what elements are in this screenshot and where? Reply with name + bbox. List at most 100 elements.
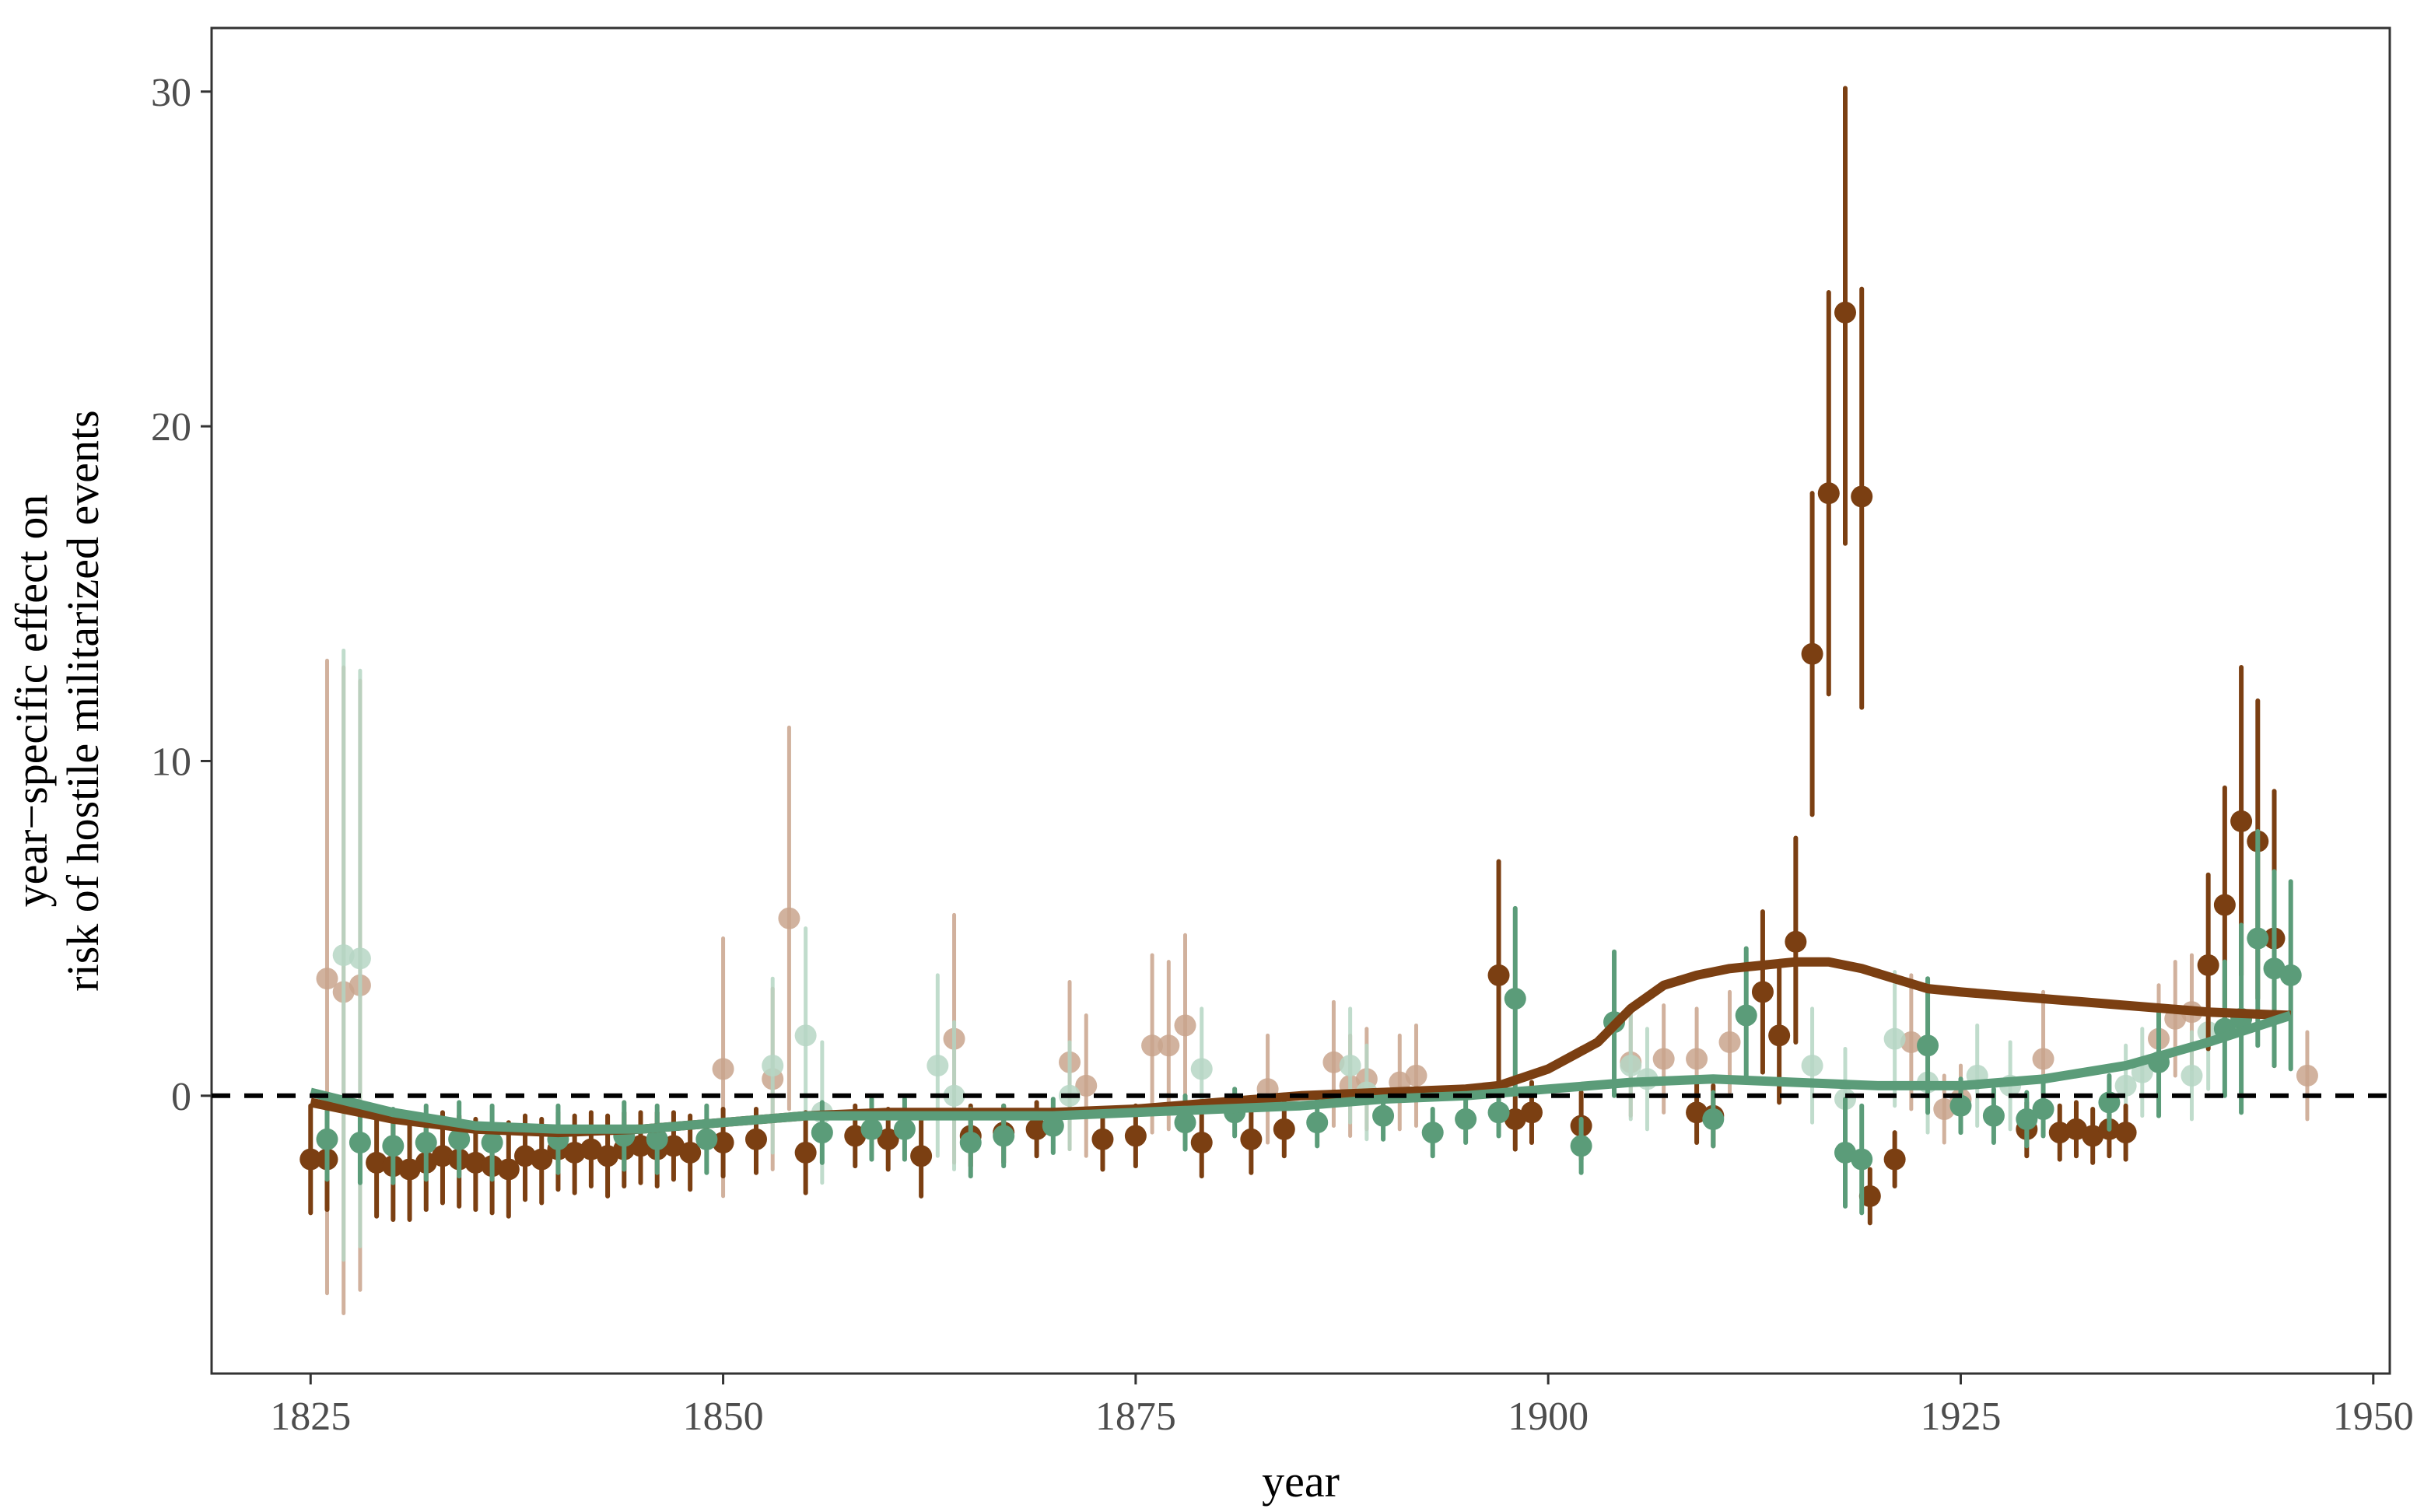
data-point (1751, 981, 1774, 1003)
x-tick-label: 1875 (1095, 1395, 1176, 1439)
data-point (1834, 301, 1856, 324)
data-point (481, 1132, 503, 1154)
data-point (1520, 1101, 1543, 1124)
y-tick-label: 20 (151, 405, 191, 450)
data-point (2197, 954, 2219, 976)
data-point (580, 1138, 602, 1160)
data-point (893, 1118, 916, 1140)
data-point (2230, 810, 2253, 832)
data-point (597, 1145, 619, 1167)
data-point (629, 1135, 652, 1157)
data-point (1817, 482, 1840, 505)
data-point (1240, 1128, 1263, 1150)
smooth-lines-layer (309, 957, 2293, 1138)
x-tick-label: 1900 (1508, 1395, 1589, 1439)
data-point (1652, 1048, 1675, 1070)
data-point (1174, 1111, 1196, 1134)
data-point (1834, 1141, 1856, 1164)
data-point (1686, 1048, 1708, 1070)
data-point (448, 1128, 471, 1150)
data-point (2032, 1048, 2054, 1070)
data-point (2263, 957, 2286, 980)
data-point (1273, 1118, 1295, 1140)
data-point (1851, 1148, 1873, 1171)
data-point (1570, 1135, 1592, 1157)
data-point (431, 1145, 454, 1167)
data-point (316, 968, 338, 990)
data-point (1718, 1031, 1741, 1053)
data-point (1306, 1111, 1329, 1134)
data-point (1174, 1014, 1196, 1037)
data-point (1339, 1055, 1361, 1077)
y-tick-label: 30 (151, 71, 191, 115)
plot-panel (210, 26, 2391, 1375)
data-point (1322, 1051, 1345, 1073)
data-point (531, 1148, 553, 1171)
data-point (1487, 964, 1510, 986)
data-point (943, 1084, 965, 1107)
data-point (794, 1141, 817, 1164)
data-point (1702, 1108, 1725, 1130)
data-point (1620, 1055, 1642, 1077)
x-tick-label: 1850 (683, 1395, 764, 1439)
y-axis-title-line-1: year−specific effect on (6, 495, 57, 908)
data-point (1735, 1004, 1757, 1027)
data-point (679, 1141, 702, 1164)
data-point (1372, 1104, 1395, 1127)
data-point (1504, 1108, 1526, 1130)
data-point (959, 1132, 982, 1154)
data-point (382, 1135, 405, 1157)
data-point (2114, 1074, 2137, 1097)
y-axis-title-line-2: risk of hostile militarized events (58, 410, 108, 991)
data-point (1075, 1074, 1098, 1097)
data-point (349, 947, 371, 970)
data-point (1405, 1064, 1427, 1087)
data-point (1768, 1024, 1791, 1047)
data-point (811, 1122, 833, 1144)
data-point (1504, 988, 1526, 1010)
data-point (2213, 894, 2236, 916)
data-point (398, 1158, 421, 1181)
data-point (1900, 1031, 1922, 1053)
data-point (1190, 1058, 1213, 1080)
data-point (1801, 642, 1823, 665)
data-point (1487, 1101, 1510, 1124)
data-point (2279, 964, 2302, 986)
data-point (1455, 1108, 1477, 1130)
data-point (910, 1145, 933, 1167)
data-point (860, 1118, 883, 1140)
data-point (712, 1058, 734, 1080)
data-point (349, 1132, 371, 1154)
data-point (1883, 1148, 1906, 1171)
data-point (762, 1055, 784, 1077)
y-tick-label: 10 (151, 740, 191, 784)
data-point (2181, 1064, 2203, 1087)
data-point (2082, 1125, 2104, 1147)
data-point (366, 1151, 388, 1174)
data-point (844, 1125, 867, 1147)
data-point (332, 944, 355, 967)
data-point (1190, 1132, 1213, 1154)
data-point (1949, 1094, 1972, 1117)
data-point (1158, 1034, 1180, 1057)
data-point (877, 1128, 899, 1150)
data-point (1091, 1128, 1114, 1150)
data-point (1124, 1125, 1147, 1147)
data-point (2048, 1122, 2071, 1144)
data-point (1801, 1055, 1823, 1077)
data-point (1883, 1027, 1906, 1050)
data-point (464, 1151, 487, 1174)
x-tick-label: 1950 (2333, 1395, 2414, 1439)
data-point (1421, 1122, 1444, 1144)
data-point (514, 1145, 537, 1167)
data-point (1025, 1118, 1048, 1140)
data-point (1982, 1104, 2005, 1127)
data-point (794, 1024, 817, 1047)
data-point (778, 907, 800, 929)
data-point (415, 1132, 437, 1154)
data-point (695, 1128, 718, 1150)
data-point (662, 1135, 685, 1157)
data-point (1686, 1101, 1708, 1124)
x-axis-title: year (1262, 1456, 1340, 1507)
